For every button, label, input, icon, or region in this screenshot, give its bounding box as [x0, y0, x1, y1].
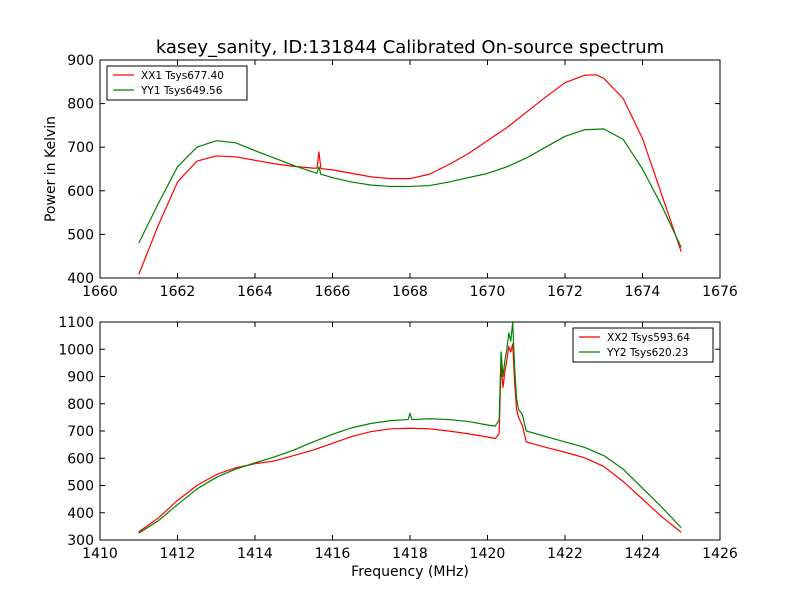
- y-tick-label: 800: [67, 397, 94, 413]
- series-line-1: [138, 74, 682, 275]
- y-tick-label: 400: [67, 271, 94, 287]
- legend-box: [106, 65, 248, 101]
- y-tick-label: 500: [67, 227, 94, 243]
- x-tick-label: 1662: [160, 284, 196, 300]
- legend-box: [572, 327, 714, 363]
- x-tick-label: 1664: [237, 284, 273, 300]
- x-tick-label: 1418: [392, 546, 428, 562]
- series-group: [138, 74, 682, 275]
- y-tick-label: 1100: [58, 315, 94, 331]
- series-group: [138, 322, 682, 534]
- y-tick-label: 1000: [58, 342, 94, 358]
- series-line-2: [138, 128, 682, 248]
- y-tick-label: 900: [67, 53, 94, 69]
- series-line-1: [138, 343, 682, 533]
- legend-entry-label: YY2 Tsys620.23: [606, 347, 688, 359]
- y-tick-label: 400: [67, 506, 94, 522]
- x-tick-label: 1416: [315, 546, 351, 562]
- top-panel: 1660 1662 1664 1666 1668 1670 1672 1674 1676 400 5…: [43, 53, 738, 300]
- legend: XX2 Tsys593.64 YY2 Tsys620.23: [572, 327, 714, 363]
- y-tick-label: 800: [67, 97, 94, 113]
- y-tick-label: 300: [67, 533, 94, 549]
- x-tick-label: 1410: [82, 546, 118, 562]
- x-tick-label: 1414: [237, 546, 273, 562]
- y-tick-label: 900: [67, 370, 94, 386]
- x-tick-label: 1668: [392, 284, 428, 300]
- y-tick-label: 500: [67, 479, 94, 495]
- x-tick-label: 1420: [470, 546, 506, 562]
- legend-entry-label: XX2 Tsys593.64: [607, 332, 690, 344]
- y-tick-label: 600: [67, 184, 94, 200]
- bottom-panel: 1410 1412 1414 1416 1418 1420 1422 1424 1426 300 4…: [58, 315, 738, 580]
- x-tick-label: 1666: [315, 284, 351, 300]
- x-tick-label: 1676: [702, 284, 738, 300]
- x-tick-label: 1674: [625, 284, 661, 300]
- y-tick-label: 600: [67, 451, 94, 467]
- y-tick-label: 700: [67, 424, 94, 440]
- x-tick-label: 1412: [160, 546, 196, 562]
- x-tick-label: 1422: [547, 546, 583, 562]
- legend: XX1 Tsys677.40 YY1 Tsys649.56: [106, 65, 248, 101]
- chart-title: kasey_sanity, ID:131844 Calibrated On-so…: [156, 37, 664, 58]
- x-tick-label: 1672: [547, 284, 583, 300]
- y-tick-label: 700: [67, 140, 94, 156]
- legend-entry-label: YY1 Tsys649.56: [140, 85, 223, 97]
- x-axis-label: Frequency (MHz): [351, 564, 469, 580]
- legend-entry-label: XX1 Tsys677.40: [141, 70, 224, 82]
- x-tick-label: 1670: [470, 284, 506, 300]
- y-axis-label: Power in Kelvin: [43, 116, 59, 222]
- x-tick-label: 1660: [82, 284, 118, 300]
- x-tick-label: 1426: [702, 546, 738, 562]
- x-tick-label: 1424: [625, 546, 661, 562]
- series-line-2: [138, 322, 682, 534]
